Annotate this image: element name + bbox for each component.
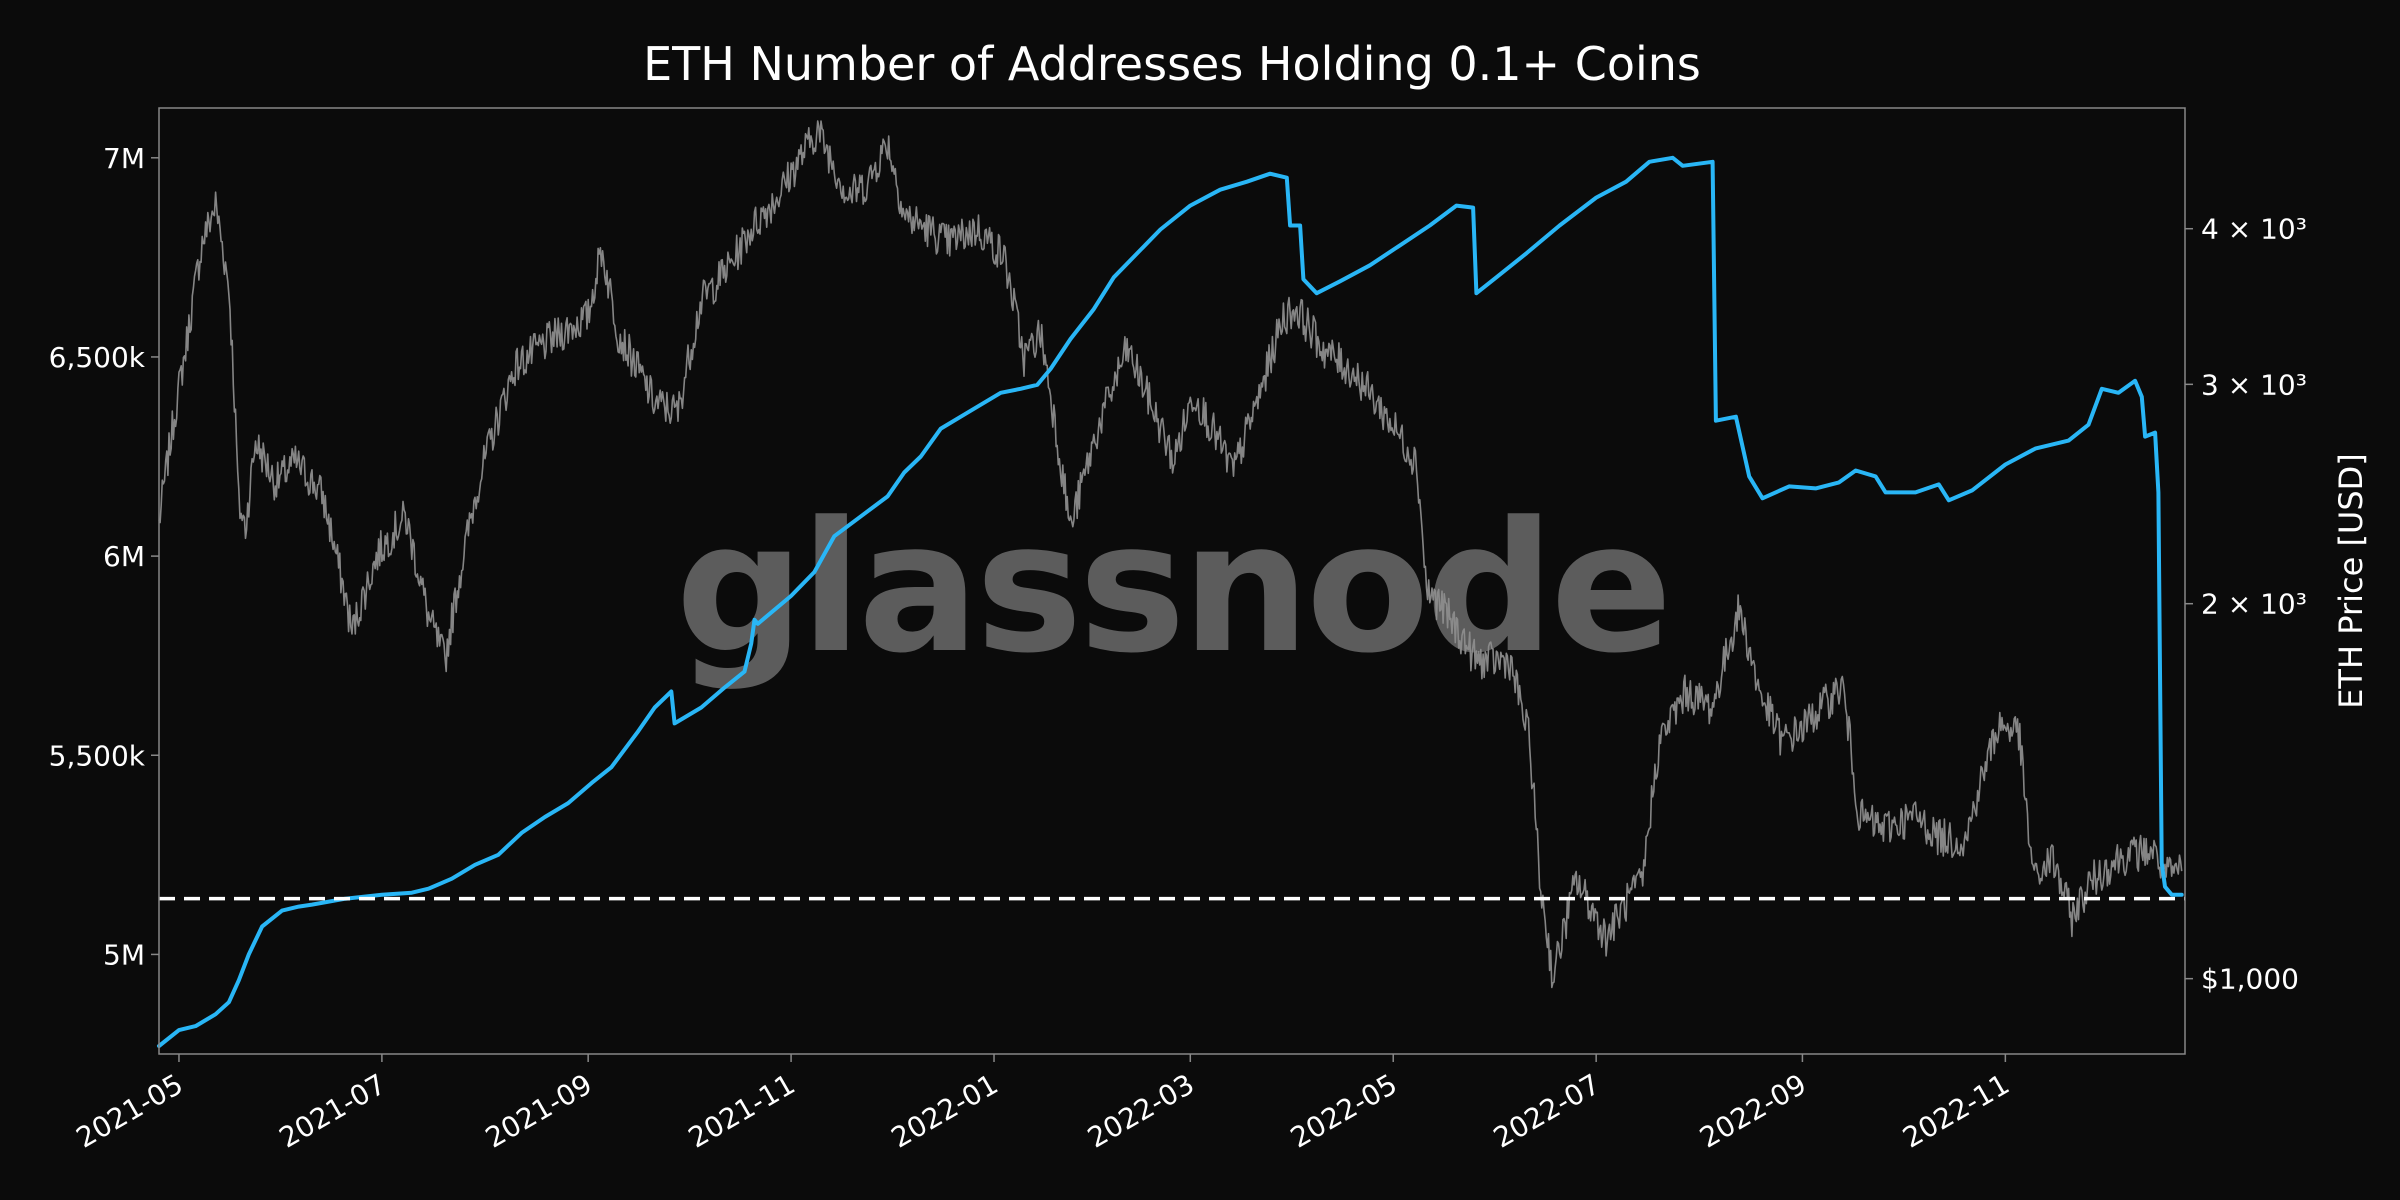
glassnode-watermark: glassnode [675,484,1668,693]
left-tick-label: 5M [103,938,145,971]
left-tick-label: 6M [103,540,145,573]
plot-frame [158,107,2186,1055]
eth-price-line [158,120,2183,989]
right-y-axis-label: ETH Price [USD] [2332,453,2370,709]
right-tick-label: 3 × 10³ [2201,368,2307,401]
left-y-axis: 5M 5,500k 6M 6,500k 7M [49,142,159,971]
left-tick-label: 5,500k [49,739,146,772]
right-y-axis: $1,000 2 × 10³ 3 × 10³ 4 × 10³ [2185,213,2307,996]
left-tick-label: 6,500k [49,341,146,374]
chart-title: ETH Number of Addresses Holding 0.1+ Coi… [643,37,1701,91]
right-tick-label: 2 × 10³ [2201,588,2307,621]
right-tick-label: 4 × 10³ [2201,213,2307,246]
left-tick-label: 7M [103,142,145,175]
series-layer [157,120,2185,1048]
addresses-line [157,155,2184,1048]
right-tick-label: $1,000 [2201,963,2299,996]
